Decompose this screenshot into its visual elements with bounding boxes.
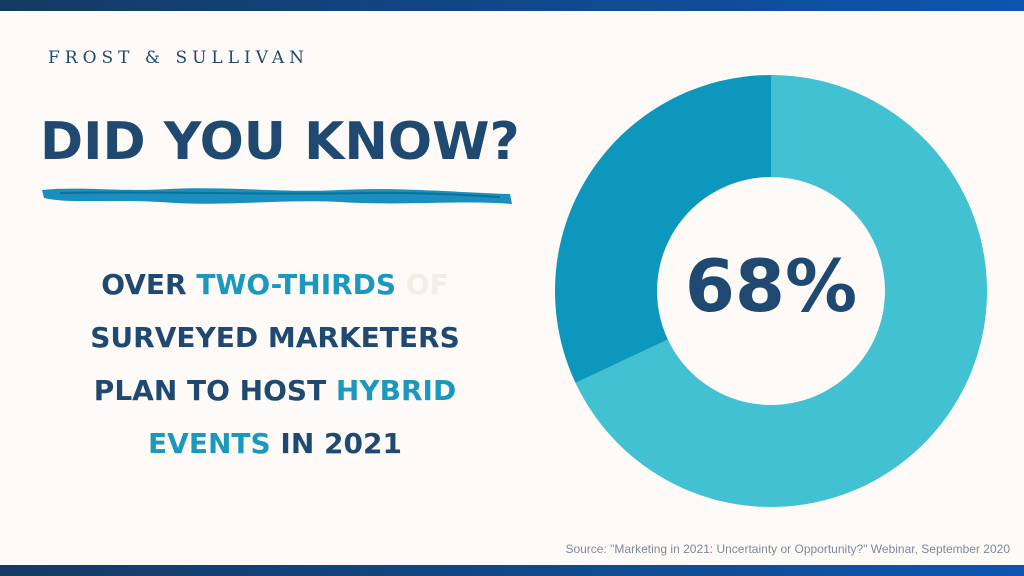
statement-line-2: SURVEYED MARKETERS [90, 321, 460, 354]
statement-line-3: PLAN TO HOST HYBRID [30, 364, 520, 417]
donut-center-label: 68% [684, 244, 858, 328]
statement-line-3a: PLAN TO HOST [93, 374, 336, 407]
highlight-events: EVENTS [148, 427, 271, 460]
statement-text: OVER TWO-THIRDS OF SURVEYED MARKETERS PL… [30, 258, 520, 470]
statement-line-4: EVENTS IN 2021 [30, 417, 520, 470]
highlight-two-thirds: TWO-THIRDS [196, 268, 397, 301]
statement-part-2: OF [396, 268, 449, 301]
brand-logo-text: FROST & SULLIVAN [48, 48, 309, 68]
statement-part-1: OVER [101, 268, 197, 301]
donut-chart [555, 75, 987, 508]
top-gradient-band [0, 0, 1024, 11]
bottom-gradient-band [0, 565, 1024, 576]
source-citation: Source: "Marketing in 2021: Uncertainty … [565, 542, 1010, 556]
statement-line-4b: IN 2021 [270, 427, 402, 460]
brush-underline [42, 188, 512, 204]
donut-slice-2 [555, 75, 771, 383]
statement-line-1: OVER TWO-THIRDS OF [30, 258, 520, 311]
highlight-hybrid: HYBRID [335, 374, 457, 407]
headline: DID YOU KNOW? [40, 112, 520, 172]
donut-slice-1 [575, 75, 987, 508]
